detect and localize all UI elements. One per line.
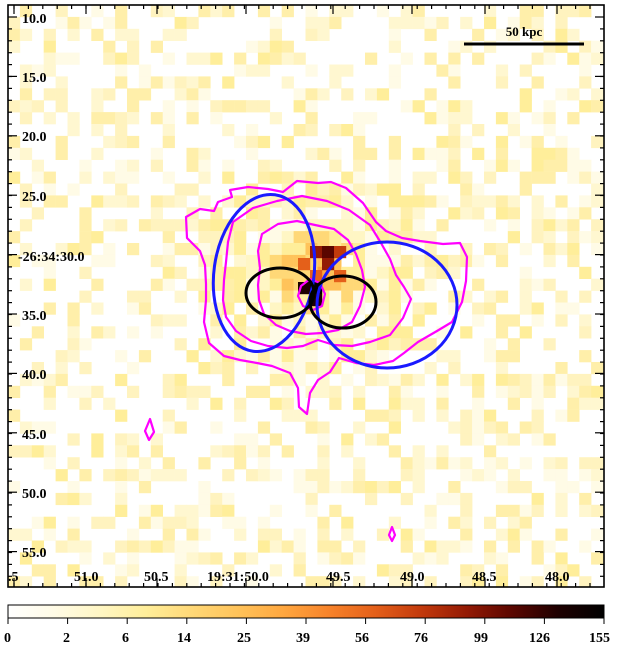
colorbar: 0 2 6 14 25 39 56 76 99 126 155 [4,604,610,646]
contour-outer [184,179,469,416]
region-ellipses [211,192,459,370]
colorbar-label: 2 [63,631,70,646]
colorbar-label: 126 [529,631,550,646]
colorbar-label: 6 [122,631,129,646]
image-panel: 50 kpc [8,5,604,587]
colorbar-label: 14 [177,631,191,646]
blue-ellipse-left [211,192,317,354]
ra-tick-label: 49.5 [326,570,351,585]
scale-bar: 50 kpc [464,24,584,46]
ra-tick-label: 50.5 [144,570,169,585]
dec-tick-label: 45.0 [22,428,47,443]
black-ellipse-right [308,274,378,330]
colorbar-label: 25 [237,631,251,646]
contour-blob-left [143,417,156,442]
dec-tick-label: 20.0 [22,130,47,145]
magenta-contours [143,179,469,543]
dec-tick-label: 10.0 [22,12,47,27]
dec-tick-label: 25.0 [22,190,47,205]
dec-tick-label: 55.0 [22,546,47,561]
contour-inner [256,219,367,336]
dec-axis-labels: 10.0 15.0 20.0 25.0 -26:34:30.0 35.0 40.… [18,12,85,561]
contour-blob-right [387,525,397,543]
contour-middle [221,194,413,350]
colorbar-ticks [7,618,605,624]
dec-tick-label: -26:34:30.0 [18,250,85,265]
ra-tick-label: 48.0 [545,570,570,585]
ra-tick-label: 48.5 [472,570,497,585]
colorbar-label: 56 [355,631,369,646]
black-ellipse-left [244,266,316,320]
dec-tick-label: 35.0 [22,309,47,324]
ra-tick-label: 19:31:50.0 [207,570,269,585]
ra-axis-labels: .5 51.0 50.5 19:31:50.0 49.5 49.0 48.5 4… [8,570,570,585]
dec-tick-label: 15.0 [22,71,47,86]
dec-tick-label: 40.0 [22,368,47,383]
colorbar-label: 155 [589,631,610,646]
colorbar-label: 0 [4,631,11,646]
colorbar-gradient [7,604,605,619]
count-map-pixels [8,5,604,587]
ra-tick-label: 51.0 [74,570,99,585]
axis-ticks [8,5,604,587]
dec-tick-label: 50.0 [22,487,47,502]
ra-tick-label: .5 [8,570,19,585]
ra-tick-label: 49.0 [400,570,425,585]
blue-ellipse-right [315,240,459,370]
colorbar-label: 39 [296,631,310,646]
scale-bar-label: 50 kpc [506,24,543,39]
colorbar-labels: 0 2 6 14 25 39 56 76 99 126 155 [4,631,610,646]
colorbar-label: 76 [414,631,428,646]
colorbar-label: 99 [474,631,488,646]
plot-frame [7,4,605,588]
